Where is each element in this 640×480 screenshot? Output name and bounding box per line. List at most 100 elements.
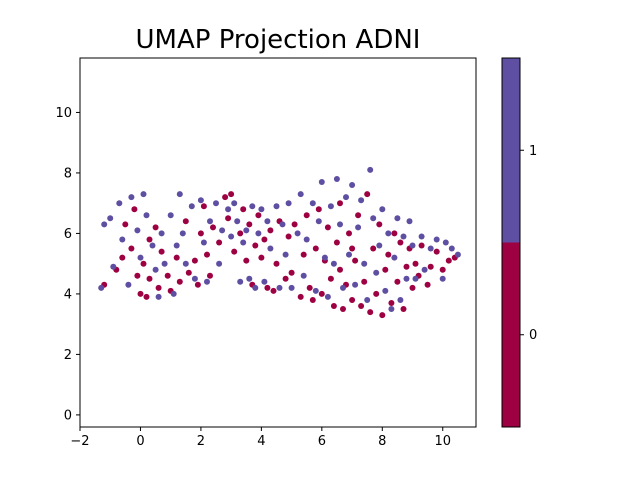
x-tick-label: 2 [197, 434, 205, 449]
scatter-point-class-1 [137, 254, 144, 261]
y-tick-label: 10 [55, 106, 72, 121]
scatter-point-class-1 [243, 227, 250, 234]
scatter-point-class-1 [397, 297, 404, 303]
scatter-point-class-1 [204, 278, 210, 285]
scatter-point-class-1 [267, 245, 274, 252]
scatter-point-class-1 [282, 251, 289, 258]
scatter-point-class-1 [249, 203, 256, 210]
scatter-point-class-0 [330, 303, 337, 309]
scatter-point-class-1 [373, 269, 380, 276]
scatter-point-class-1 [379, 206, 386, 213]
scatter-point-class-1 [376, 242, 383, 249]
scatter-point-class-0 [400, 306, 407, 312]
x-axis: −2 0 2 4 6 8 10 [70, 427, 451, 449]
scatter-point-class-1 [343, 194, 349, 201]
scatter-point-class-1 [207, 218, 213, 225]
scatter-point-class-1 [200, 239, 207, 246]
scatter-point-class-0 [119, 254, 126, 261]
scatter-point-class-0 [346, 230, 352, 237]
scatter-point-class-0 [385, 251, 392, 258]
scatter-point-class-0 [352, 257, 359, 264]
scatter-point-class-1 [321, 254, 328, 261]
scatter-point-class-1 [427, 245, 434, 252]
scatter-point-class-1 [370, 215, 377, 222]
scatter-point-class-1 [297, 191, 304, 198]
scatter-point-class-1 [276, 284, 283, 291]
scatter-point-class-0 [131, 206, 138, 213]
scatter-point-class-0 [327, 275, 334, 282]
colorbar-tick-label-1: 1 [529, 144, 537, 159]
scatter-point-class-1 [294, 230, 301, 237]
scatter-point-class-1 [315, 218, 322, 225]
scatter-point-class-0 [173, 254, 180, 261]
scatter-point-class-0 [146, 236, 153, 243]
scatter-point-class-1 [333, 176, 340, 182]
scatter-point-class-0 [267, 227, 274, 234]
colorbar-tick-label-0: 0 [529, 328, 537, 343]
scatter-point-class-0 [337, 200, 343, 207]
scatter-point-class-0 [222, 194, 229, 201]
scatter-point-class-0 [255, 212, 262, 219]
scatter-point-class-0 [134, 272, 141, 279]
scatter-point-class-0 [303, 212, 310, 219]
scatter-points [98, 166, 461, 319]
scatter-point-class-1 [173, 242, 180, 249]
scatter-point-class-0 [433, 248, 440, 255]
scatter-point-class-0 [137, 290, 144, 297]
scatter-point-class-0 [309, 297, 316, 303]
scatter-point-class-1 [252, 284, 259, 291]
chart-title: UMAP Projection ADNI [136, 25, 421, 55]
scatter-point-class-0 [382, 266, 389, 273]
scatter-point-class-1 [448, 245, 455, 252]
scatter-point-class-1 [337, 221, 343, 228]
scatter-point-class-0 [176, 278, 183, 285]
x-tick-label: 0 [136, 434, 144, 449]
scatter-point-class-1 [188, 203, 195, 210]
scatter-point-class-1 [355, 224, 362, 231]
scatter-point-class-1 [264, 218, 271, 225]
scatter-point-class-0 [349, 297, 356, 303]
scatter-point-class-0 [388, 300, 395, 306]
scatter-point-class-1 [261, 278, 268, 285]
scatter-point-class-1 [352, 281, 359, 288]
scatter-point-class-0 [288, 269, 295, 276]
scatter-point-class-0 [282, 275, 289, 282]
scatter-point-class-0 [324, 224, 331, 231]
scatter-point-class-0 [225, 215, 232, 222]
scatter-point-class-0 [128, 245, 135, 252]
scatter-point-class-1 [340, 284, 346, 291]
scatter-point-class-1 [279, 221, 286, 228]
scatter-point-class-1 [143, 212, 150, 219]
scatter-point-class-1 [364, 297, 371, 303]
scatter-point-class-0 [391, 230, 398, 237]
scatter-point-class-0 [194, 281, 201, 288]
scatter-point-class-1 [367, 166, 374, 173]
scatter-point-class-0 [243, 257, 250, 264]
scatter-point-class-0 [379, 312, 386, 319]
scatter-point-class-1 [197, 197, 204, 204]
scatter-point-class-1 [101, 221, 108, 228]
scatter-point-class-0 [216, 239, 223, 246]
scatter-point-class-0 [264, 284, 271, 291]
scatter-point-class-1 [439, 275, 446, 282]
scatter-point-class-0 [285, 233, 292, 240]
scatter-point-class-0 [204, 251, 210, 258]
scatter-point-class-0 [439, 266, 446, 273]
scatter-point-class-0 [376, 221, 383, 228]
scatter-point-class-0 [182, 218, 189, 225]
scatter-point-class-0 [340, 306, 346, 312]
plot-frame [79, 57, 477, 428]
scatter-point-class-1 [346, 251, 352, 258]
x-tick-label: 8 [378, 434, 386, 449]
scatter-point-class-0 [312, 245, 319, 252]
y-tick-label: 0 [64, 408, 72, 423]
scatter-point-class-0 [300, 251, 307, 258]
scatter-point-class-0 [394, 278, 401, 285]
scatter-point-class-0 [261, 236, 268, 243]
scatter-point-class-1 [225, 206, 232, 213]
scatter-point-class-1 [191, 275, 198, 282]
scatter-point-class-1 [213, 200, 219, 207]
scatter-point-class-0 [246, 221, 253, 228]
